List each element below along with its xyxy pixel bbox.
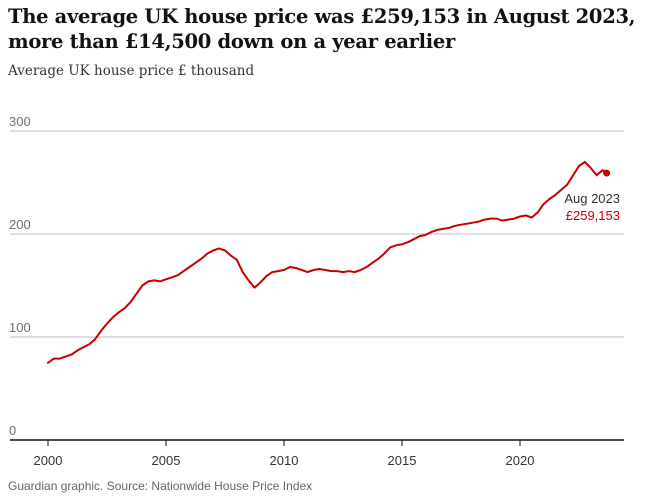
chart-subtitle: Average UK house price £ thousand (8, 63, 255, 79)
y-tick-label: 200 (9, 217, 31, 232)
y-tick-label: 300 (9, 114, 31, 129)
x-tick-label: 2000 (34, 453, 63, 468)
chart-title: The average UK house price was £259,153 … (8, 5, 636, 53)
annotation-date: Aug 2023 (564, 191, 620, 206)
y-tick-label: 100 (9, 320, 31, 335)
source-note: Guardian graphic. Source: Nationwide Hou… (8, 479, 313, 493)
latest-value-marker (603, 169, 611, 177)
annotation-value: £259,153 (566, 208, 620, 223)
gridlines (10, 130, 624, 338)
x-axis: 2000 2005 2010 2015 2020 (10, 439, 624, 468)
x-tick-label: 2020 (506, 453, 535, 468)
x-tick-label: 2010 (270, 453, 299, 468)
x-tick-label: 2015 (388, 453, 417, 468)
house-price-line (47, 160, 608, 364)
x-tick-label: 2005 (152, 453, 181, 468)
y-tick-labels: 0 100 200 300 (9, 114, 31, 438)
y-tick-label: 0 (9, 423, 16, 438)
